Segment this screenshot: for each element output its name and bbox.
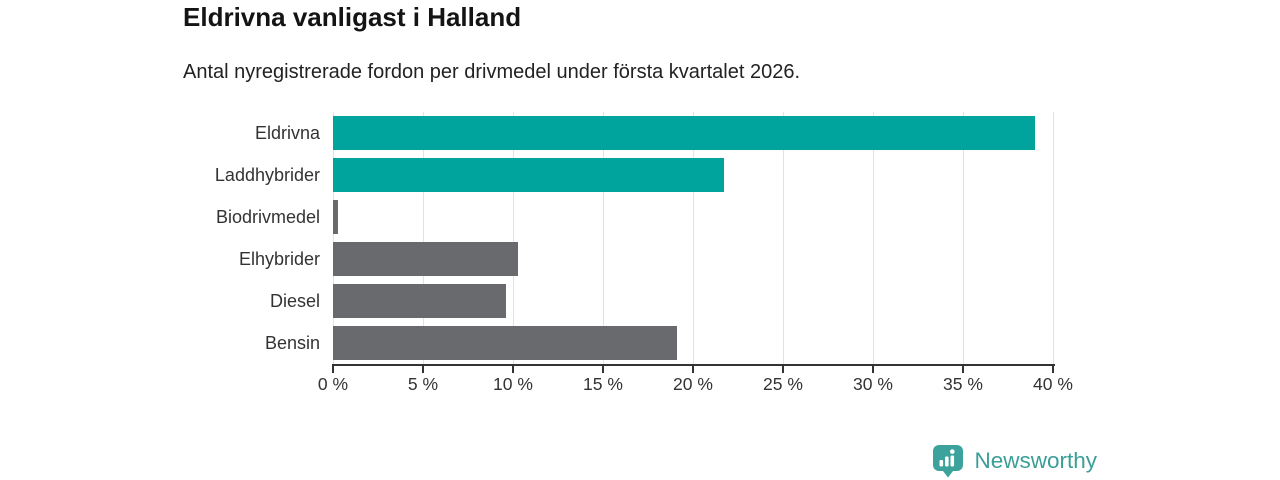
x-axis-tick: [602, 364, 604, 373]
gridline: [692, 112, 694, 364]
x-axis-tick-label: 25 %: [763, 374, 803, 394]
x-axis-tick-label: 35 %: [943, 374, 983, 394]
category-label-diesel: Diesel: [269, 290, 320, 311]
plot-area: 0 % 5 % 10 % 15 % 20 % 25 % 30 % 35 % 40 %: [318, 112, 1073, 394]
x-axis-tick: [872, 364, 874, 373]
gridline: [422, 112, 424, 364]
category-label-elhybrider: Elhybrider: [238, 248, 320, 269]
gridline: [1052, 112, 1054, 364]
newsworthy-logo-text: Newsworthy: [974, 448, 1097, 473]
category-label-laddhybrider: Laddhybrider: [214, 164, 320, 185]
newsworthy-logo[interactable]: Newsworthy: [932, 444, 1097, 478]
x-axis-tick-label: 5 %: [407, 374, 439, 394]
chart-subtitle: Antal nyregistrerade fordon per drivmede…: [183, 61, 801, 83]
x-axis-tick-label: 10 %: [493, 374, 533, 394]
category-labels: Eldrivna Laddhybrider Biodrivmedel Elhybrid…: [0, 112, 320, 364]
x-axis-tick: [692, 364, 694, 373]
bar-laddhybrider: [333, 158, 724, 192]
bar-eldrivna: [333, 116, 1035, 150]
x-axis-tick-label: 0 %: [317, 374, 349, 394]
gridline: [962, 112, 964, 364]
x-axis-tick: [332, 364, 334, 373]
gridline: [332, 112, 334, 364]
x-axis-tick: [1052, 364, 1054, 373]
newsworthy-logo-icon: [933, 445, 964, 478]
x-axis-tick-label: 15 %: [583, 374, 623, 394]
gridline: [602, 112, 604, 364]
bar-elhybrider: [333, 242, 519, 276]
gridline: [782, 112, 784, 364]
x-axis-tick-label: 30 %: [853, 374, 893, 394]
x-axis-tick-label: 40 %: [1033, 374, 1073, 394]
bar-biodrivmedel: [333, 200, 339, 234]
x-axis-tick: [962, 364, 964, 373]
gridline: [512, 112, 514, 364]
x-axis-tick: [782, 364, 784, 373]
x-axis-tick: [422, 364, 424, 373]
category-label-bensin: Bensin: [264, 332, 320, 353]
chart-title: Eldrivna vanligast i Halland: [183, 2, 522, 32]
category-label-biodrivmedel: Biodrivmedel: [215, 206, 320, 227]
bar-diesel: [333, 284, 506, 318]
gridline: [872, 112, 874, 364]
x-axis-tick: [512, 364, 514, 373]
category-label-eldrivna: Eldrivna: [254, 122, 320, 143]
bar-bensin: [333, 326, 677, 360]
x-axis-tick-label: 20 %: [673, 374, 713, 394]
